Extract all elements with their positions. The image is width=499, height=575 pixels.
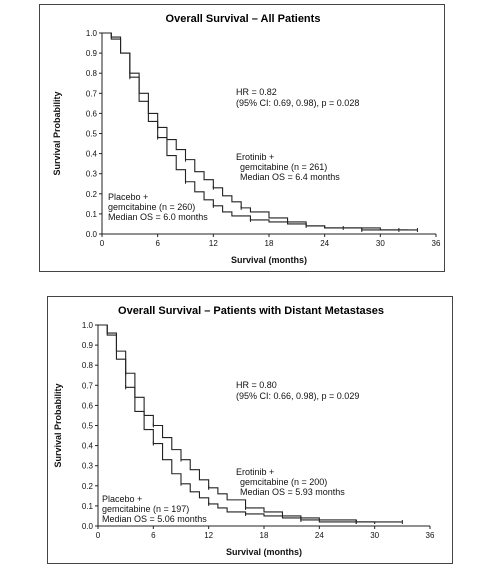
y-tick-label: 0.2	[82, 482, 94, 491]
x-tick-label: 30	[376, 239, 385, 248]
y-tick-label: 0.9	[82, 341, 94, 350]
y-tick-label: 0.3	[82, 462, 94, 471]
y-tick-label: 1.0	[86, 29, 98, 38]
chart-title: Overall Survival – Patients with Distant…	[118, 305, 384, 317]
y-tick-label: 0.6	[82, 401, 94, 410]
chart-distant-metastases: Overall Survival – Patients with Distant…	[48, 297, 454, 565]
x-tick-label: 36	[426, 531, 435, 540]
erlotinib-annotation-line: Erotinib +	[236, 152, 274, 162]
y-tick-label: 0.2	[86, 190, 98, 199]
y-tick-label: 1.0	[82, 321, 94, 330]
x-tick-label: 18	[265, 239, 274, 248]
x-tick-label: 36	[432, 239, 441, 248]
y-tick-label: 0.9	[86, 49, 98, 58]
y-tick-label: 0.4	[82, 442, 94, 451]
placebo-annotation-line: Placebo +	[102, 494, 142, 504]
placebo-annotation-line: Median OS = 5.06 months	[102, 514, 207, 524]
erlotinib-annotation-line: Median OS = 5.93 months	[240, 487, 345, 497]
erlotinib-annotation-line: gemcitabine (n = 200)	[240, 477, 327, 487]
y-tick-label: 0.0	[82, 522, 94, 531]
y-tick-label: 0.5	[82, 422, 94, 431]
x-tick-label: 30	[370, 531, 379, 540]
placebo-annotation-line: Placebo +	[108, 192, 148, 202]
placebo-annotation-line: gemcitabine (n = 197)	[102, 504, 189, 514]
placebo-annotation-line: Median OS = 6.0 months	[108, 212, 208, 222]
hazard-ratio-label: HR = 0.80	[236, 380, 277, 390]
y-tick-label: 0.7	[82, 381, 94, 390]
y-tick-label: 0.8	[86, 69, 98, 78]
y-tick-label: 0.6	[86, 109, 98, 118]
x-tick-label: 0	[96, 531, 101, 540]
x-tick-label: 6	[151, 531, 156, 540]
y-tick-label: 0.1	[86, 210, 98, 219]
x-tick-label: 12	[209, 239, 218, 248]
confidence-interval-label: (95% CI: 0.69, 0.98), p = 0.028	[236, 98, 359, 108]
y-tick-label: 0.4	[86, 150, 98, 159]
y-tick-label: 0.5	[86, 130, 98, 139]
y-tick-label: 0.0	[86, 230, 98, 239]
y-axis-label: Survival Probability	[53, 383, 63, 467]
x-tick-label: 12	[204, 531, 213, 540]
erlotinib-annotation-line: Median OS = 6.4 months	[240, 172, 340, 182]
erlotinib-annotation-line: Erotinib +	[236, 467, 274, 477]
x-tick-label: 24	[315, 531, 324, 540]
placebo-survival-curve	[102, 33, 417, 230]
chart-title: Overall Survival – All Patients	[166, 13, 321, 25]
chart-panel-distant-metastases: Overall Survival – Patients with Distant…	[47, 296, 453, 564]
placebo-annotation-line: gemcitabine (n = 260)	[108, 202, 195, 212]
x-tick-label: 0	[100, 239, 105, 248]
y-tick-label: 0.1	[82, 502, 94, 511]
erlotinib-annotation-line: gemcitabine (n = 261)	[240, 162, 327, 172]
chart-all-patients: Overall Survival – All Patients 0 6 12 18 24 3…	[40, 5, 446, 273]
y-axis-label: Survival Probability	[52, 91, 62, 175]
hazard-ratio-label: HR = 0.82	[236, 87, 277, 97]
y-tick-label: 0.3	[86, 170, 98, 179]
confidence-interval-label: (95% CI: 0.66, 0.98), p = 0.029	[236, 391, 359, 401]
x-axis-label: Survival (months)	[231, 255, 307, 265]
x-tick-label: 24	[320, 239, 329, 248]
y-tick-label: 0.8	[82, 361, 94, 370]
x-tick-label: 18	[260, 531, 269, 540]
x-axis-label: Survival (months)	[226, 547, 302, 557]
x-tick-label: 6	[155, 239, 160, 248]
chart-panel-all-patients: Overall Survival – All Patients 0 6 12 18 24 3…	[39, 4, 445, 272]
y-tick-label: 0.7	[86, 89, 98, 98]
